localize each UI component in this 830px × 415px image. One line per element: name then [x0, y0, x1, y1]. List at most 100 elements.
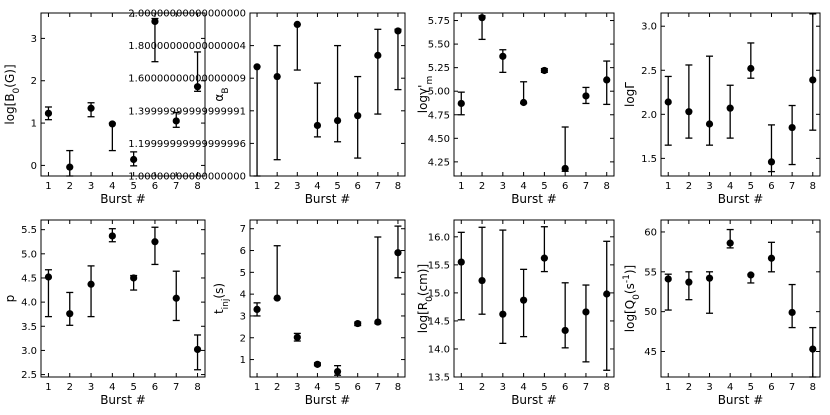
y-tick-label: 15.5: [428, 260, 450, 271]
plot-frame: [249, 12, 406, 177]
data-point: [540, 254, 548, 262]
x-tick-label: 6: [355, 382, 361, 393]
y-tick-label: 1.60000000000000009: [128, 74, 246, 85]
x-tick-label: 5: [748, 181, 754, 192]
data-point: [767, 254, 776, 262]
y-tick-label: 2.0: [641, 110, 657, 121]
y-tick-label: 1: [240, 355, 246, 366]
data-point: [478, 276, 486, 285]
x-tick-label: 8: [194, 382, 200, 393]
y-tick-label: 0: [31, 161, 37, 172]
y-tick-label: 2.5: [641, 66, 657, 77]
y-tick-label: 13.5: [428, 373, 450, 384]
x-tick-label: 3: [500, 181, 506, 192]
data-point: [767, 158, 776, 166]
data-point: [66, 163, 74, 171]
x-tick-label: 7: [583, 181, 589, 192]
data-point: [561, 326, 569, 335]
data-point: [193, 83, 202, 91]
x-tick-label: 2: [274, 181, 280, 192]
y-axis-label: logγ'm: [416, 76, 435, 113]
panel-6: 1 2 3 4 5 6 7 8 1 2 3 4 5 6 7 Burst # tinj(s): [212, 219, 406, 407]
x-tick-label: 2: [479, 181, 485, 192]
data-point: [561, 164, 569, 173]
y-tick-label: 5.00: [428, 87, 450, 98]
y-tick-label: 4.5: [21, 273, 37, 284]
y-tick-label: 5.75: [428, 16, 450, 27]
data-point: [603, 290, 611, 298]
data-point: [582, 308, 590, 316]
plot-frame: [249, 219, 406, 378]
x-tick-label: 2: [686, 181, 692, 192]
y-tick-label: 3: [240, 311, 246, 322]
y-tick-label: 1.00000000000000000: [128, 172, 246, 183]
x-axis-label: Burst #: [511, 393, 557, 407]
panel-4: 1 2 3 4 5 6 7 8 1.5 2.0 2.5 3.0 Burst # logΓ: [623, 12, 821, 206]
y-tick-label: 7: [240, 224, 246, 235]
x-axis-label: Burst #: [305, 192, 351, 206]
data-point: [809, 76, 817, 84]
x-tick-label: 4: [314, 382, 320, 393]
data-point: [374, 51, 382, 59]
y-tick-label: 2.5: [21, 370, 37, 381]
x-tick-label: 3: [294, 382, 300, 393]
data-point: [313, 121, 322, 130]
y-tick-label: 15.0: [428, 288, 450, 299]
x-tick-label: 8: [604, 382, 610, 393]
x-tick-label: 2: [274, 382, 280, 393]
x-tick-label: 1: [254, 181, 260, 192]
data-point: [394, 249, 402, 257]
x-tick-label: 6: [152, 181, 158, 192]
data-point: [809, 345, 817, 353]
x-tick-label: 1: [665, 382, 671, 393]
panel-2: 1 2 3 4 5 6 7 81.000000000000000001.19999999999…: [128, 9, 406, 206]
data-point: [108, 120, 116, 128]
data-point: [726, 239, 734, 247]
x-tick-label: 4: [727, 382, 733, 393]
x-tick-label: 6: [152, 382, 158, 393]
x-tick-label: 4: [109, 181, 115, 192]
y-tick-label: 4.50: [428, 134, 450, 145]
x-tick-label: 5: [334, 181, 340, 192]
x-tick-label: 5: [130, 181, 136, 192]
x-axis-label: Burst #: [718, 393, 764, 407]
data-point: [664, 98, 672, 106]
x-tick-label: 8: [395, 382, 401, 393]
x-tick-label: 2: [67, 181, 73, 192]
x-tick-label: 8: [194, 181, 200, 192]
y-tick-label: 2: [240, 333, 246, 344]
data-point: [66, 310, 74, 318]
x-tick-label: 7: [173, 382, 179, 393]
data-point: [457, 99, 465, 108]
x-tick-label: 6: [768, 181, 774, 192]
x-tick-label: 6: [768, 382, 774, 393]
y-tick-label: 45: [644, 347, 657, 358]
x-tick-label: 1: [45, 181, 51, 192]
y-axis-label: log[B0(G)]: [3, 64, 22, 124]
x-tick-label: 8: [604, 181, 610, 192]
data-point: [520, 296, 528, 304]
x-axis-label: Burst #: [100, 393, 146, 407]
x-tick-label: 4: [520, 181, 526, 192]
x-tick-label: 7: [173, 181, 179, 192]
plot-frame: [660, 12, 821, 177]
data-point: [172, 117, 180, 125]
y-tick-label: 16.0: [428, 232, 450, 243]
data-point: [44, 109, 53, 117]
x-tick-label: 6: [355, 181, 361, 192]
x-tick-label: 5: [541, 382, 547, 393]
y-axis-label: αB: [212, 87, 231, 101]
x-tick-label: 1: [665, 181, 671, 192]
x-tick-label: 1: [45, 382, 51, 393]
data-point: [664, 275, 672, 283]
data-point: [394, 27, 402, 35]
x-tick-label: 3: [500, 382, 506, 393]
y-axis-label: log[R0(cm)]: [416, 264, 435, 333]
panel-7: 1 2 3 4 5 6 7 8 13.5 14.0 14.5 15.0 15.5 16.0 Burst # l…: [416, 219, 615, 407]
data-point: [253, 63, 261, 71]
y-tick-label: 14.0: [428, 344, 450, 355]
y-tick-label: 2: [31, 76, 37, 87]
